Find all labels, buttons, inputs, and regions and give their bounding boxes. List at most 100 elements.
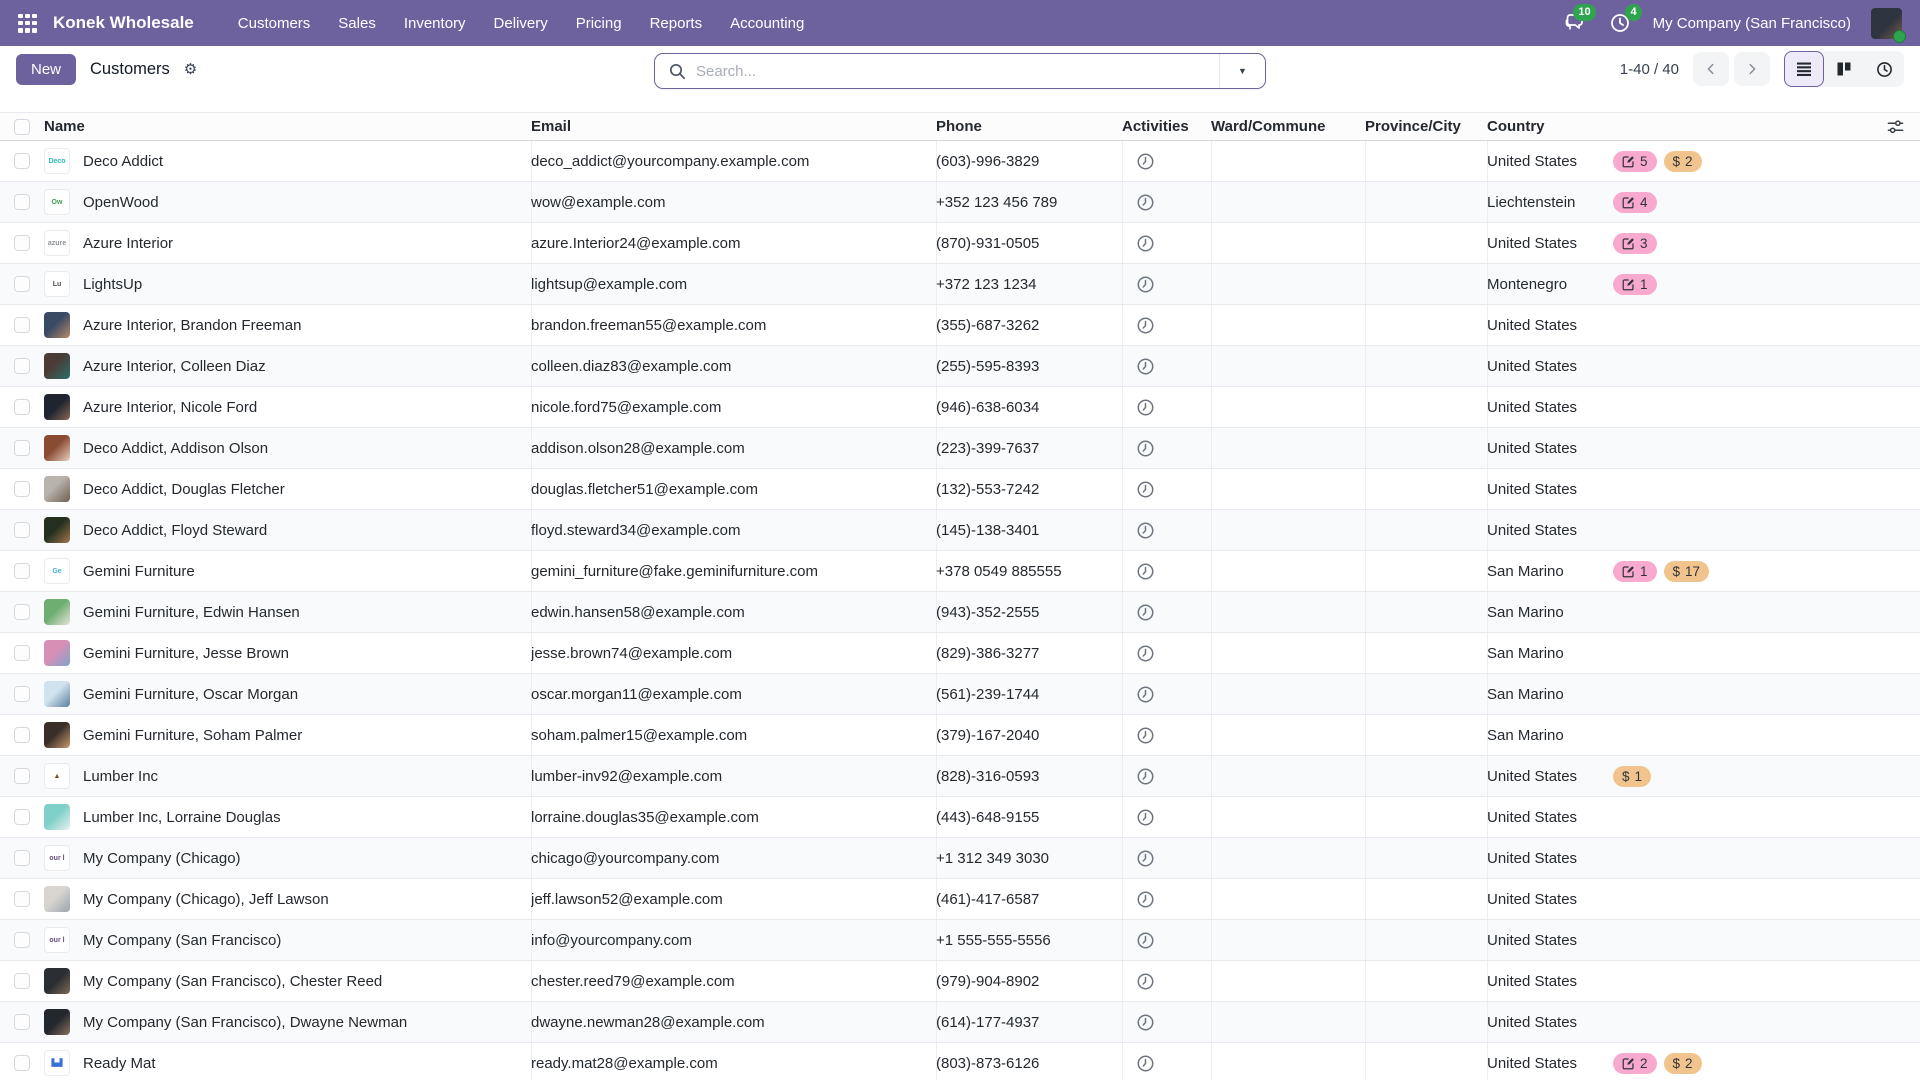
search-input[interactable]: [696, 54, 1219, 88]
nav-menu-pricing[interactable]: Pricing: [566, 9, 632, 38]
gear-icon[interactable]: ⚙: [184, 62, 197, 77]
row-checkbox[interactable]: [14, 235, 30, 251]
table-row[interactable]: Gemini Furniture, Jesse Brownjesse.brown…: [0, 633, 1920, 674]
table-row[interactable]: ▲Lumber Inclumber-inv92@example.com(828)…: [0, 756, 1920, 797]
kanban-view-button[interactable]: [1824, 51, 1864, 87]
table-row[interactable]: our lMy Company (San Francisco)info@your…: [0, 920, 1920, 961]
row-checkbox[interactable]: [14, 276, 30, 292]
nav-menu-accounting[interactable]: Accounting: [720, 9, 814, 38]
new-button[interactable]: New: [16, 54, 76, 85]
activity-clock-icon[interactable]: [1136, 685, 1155, 704]
nav-menu-customers[interactable]: Customers: [228, 9, 321, 38]
company-switcher[interactable]: My Company (San Francisco): [1653, 15, 1851, 32]
row-checkbox[interactable]: [14, 1055, 30, 1071]
table-row[interactable]: My Company (San Francisco), Chester Reed…: [0, 961, 1920, 1002]
search-filters-toggle[interactable]: ▼: [1219, 54, 1265, 88]
row-checkbox[interactable]: [14, 850, 30, 866]
invoice-amount-badge[interactable]: $1: [1613, 766, 1651, 787]
activity-count-badge[interactable]: 5: [1613, 151, 1657, 172]
pager-previous-button[interactable]: [1693, 52, 1729, 86]
table-row[interactable]: LuLightsUplightsup@example.com+372 123 1…: [0, 264, 1920, 305]
activity-clock-icon[interactable]: [1136, 152, 1155, 171]
activity-count-badge[interactable]: 4: [1613, 192, 1657, 213]
row-checkbox[interactable]: [14, 768, 30, 784]
activity-clock-icon[interactable]: [1136, 439, 1155, 458]
table-row[interactable]: DecoDeco Addictdeco_addict@yourcompany.e…: [0, 141, 1920, 182]
select-all-checkbox[interactable]: [14, 119, 30, 135]
table-row[interactable]: our lMy Company (Chicago)chicago@yourcom…: [0, 838, 1920, 879]
user-avatar[interactable]: [1871, 8, 1902, 39]
invoice-amount-badge[interactable]: $2: [1664, 151, 1702, 172]
activity-clock-icon[interactable]: [1136, 767, 1155, 786]
table-row[interactable]: Lumber Inc, Lorraine Douglaslorraine.dou…: [0, 797, 1920, 838]
row-checkbox[interactable]: [14, 932, 30, 948]
activity-view-button[interactable]: [1864, 51, 1904, 87]
table-row[interactable]: GeGemini Furnituregemini_furniture@fake.…: [0, 551, 1920, 592]
header-country[interactable]: Country: [1487, 118, 1613, 135]
header-name[interactable]: Name: [44, 118, 531, 135]
optional-columns-icon[interactable]: [1887, 118, 1904, 135]
activity-clock-icon[interactable]: [1136, 316, 1155, 335]
row-checkbox[interactable]: [14, 809, 30, 825]
activity-clock-icon[interactable]: [1136, 275, 1155, 294]
table-row[interactable]: Deco Addict, Floyd Stewardfloyd.steward3…: [0, 510, 1920, 551]
activity-count-badge[interactable]: 1: [1613, 561, 1657, 582]
header-phone[interactable]: Phone: [936, 118, 1122, 135]
activity-clock-icon[interactable]: [1136, 398, 1155, 417]
invoice-amount-badge[interactable]: $17: [1664, 561, 1710, 582]
row-checkbox[interactable]: [14, 440, 30, 456]
activity-clock-icon[interactable]: [1136, 1013, 1155, 1032]
activity-clock-icon[interactable]: [1136, 562, 1155, 581]
activity-clock-icon[interactable]: [1136, 808, 1155, 827]
table-row[interactable]: My Company (Chicago), Jeff Lawsonjeff.la…: [0, 879, 1920, 920]
row-checkbox[interactable]: [14, 1014, 30, 1030]
nav-menu-reports[interactable]: Reports: [640, 9, 713, 38]
table-row[interactable]: Deco Addict, Douglas Fletcherdouglas.fle…: [0, 469, 1920, 510]
activity-clock-icon[interactable]: [1136, 726, 1155, 745]
row-checkbox[interactable]: [14, 317, 30, 333]
activity-clock-icon[interactable]: [1136, 357, 1155, 376]
activity-clock-icon[interactable]: [1136, 521, 1155, 540]
table-row[interactable]: Gemini Furniture, Edwin Hansenedwin.hans…: [0, 592, 1920, 633]
app-brand[interactable]: Konek Wholesale: [53, 13, 194, 33]
row-checkbox[interactable]: [14, 522, 30, 538]
table-row[interactable]: azureAzure Interiorazure.Interior24@exam…: [0, 223, 1920, 264]
table-row[interactable]: OwOpenWoodwow@example.com+352 123 456 78…: [0, 182, 1920, 223]
table-row[interactable]: Deco Addict, Addison Olsonaddison.olson2…: [0, 428, 1920, 469]
table-row[interactable]: Gemini Furniture, Soham Palmersoham.palm…: [0, 715, 1920, 756]
activity-clock-icon[interactable]: [1136, 931, 1155, 950]
activity-clock-icon[interactable]: [1136, 234, 1155, 253]
row-checkbox[interactable]: [14, 645, 30, 661]
activity-clock-icon[interactable]: [1136, 644, 1155, 663]
list-view-button[interactable]: [1784, 51, 1824, 87]
apps-grid-icon[interactable]: [18, 14, 37, 33]
nav-menu-inventory[interactable]: Inventory: [394, 9, 476, 38]
activity-count-badge[interactable]: 2: [1613, 1053, 1657, 1074]
activities-icon[interactable]: 4: [1607, 11, 1633, 35]
header-email[interactable]: Email: [531, 118, 936, 135]
activity-clock-icon[interactable]: [1136, 603, 1155, 622]
activity-clock-icon[interactable]: [1136, 480, 1155, 499]
row-checkbox[interactable]: [14, 604, 30, 620]
row-checkbox[interactable]: [14, 727, 30, 743]
row-checkbox[interactable]: [14, 686, 30, 702]
activity-clock-icon[interactable]: [1136, 890, 1155, 909]
activity-clock-icon[interactable]: [1136, 1054, 1155, 1073]
invoice-amount-badge[interactable]: $2: [1664, 1053, 1702, 1074]
table-row[interactable]: ▙▟Ready Matready.mat28@example.com(803)-…: [0, 1043, 1920, 1080]
nav-menu-sales[interactable]: Sales: [328, 9, 386, 38]
table-row[interactable]: My Company (San Francisco), Dwayne Newma…: [0, 1002, 1920, 1043]
messages-icon[interactable]: 10: [1561, 11, 1587, 35]
activity-count-badge[interactable]: 1: [1613, 274, 1657, 295]
row-checkbox[interactable]: [14, 399, 30, 415]
header-province-city[interactable]: Province/City: [1365, 118, 1487, 135]
activity-count-badge[interactable]: 3: [1613, 233, 1657, 254]
activity-clock-icon[interactable]: [1136, 849, 1155, 868]
table-row[interactable]: Azure Interior, Nicole Fordnicole.ford75…: [0, 387, 1920, 428]
table-row[interactable]: Azure Interior, Colleen Diazcolleen.diaz…: [0, 346, 1920, 387]
table-row[interactable]: Azure Interior, Brandon Freemanbrandon.f…: [0, 305, 1920, 346]
row-checkbox[interactable]: [14, 481, 30, 497]
activity-clock-icon[interactable]: [1136, 972, 1155, 991]
nav-menu-delivery[interactable]: Delivery: [484, 9, 558, 38]
row-checkbox[interactable]: [14, 973, 30, 989]
